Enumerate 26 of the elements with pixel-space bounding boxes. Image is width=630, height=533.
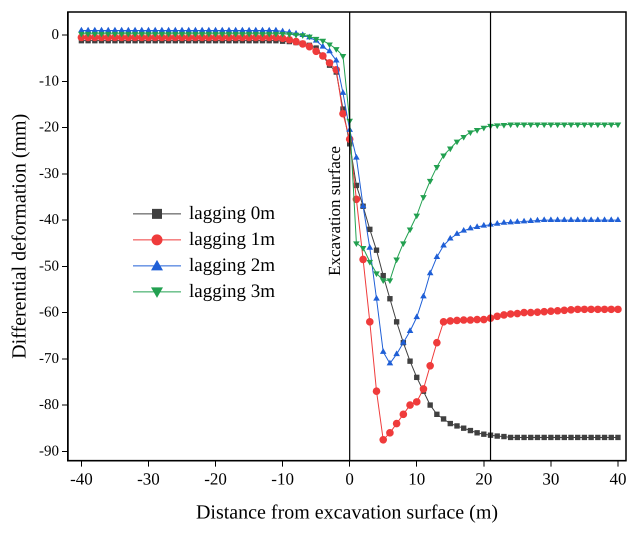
x-tick-label: 10	[408, 469, 426, 488]
y-axis-title: Differential deformation (mm)	[8, 114, 30, 359]
legend-label: lagging 2m	[188, 254, 276, 276]
y-tick-label: -40	[38, 212, 59, 228]
y-tick-label: -50	[38, 258, 59, 274]
y-tick-label: -30	[38, 166, 59, 182]
x-axis-title: Distance from excavation surface (m)	[196, 501, 498, 524]
y-tick-label: -10	[38, 73, 59, 90]
x-tick-label: -10	[271, 469, 294, 488]
x-tick-label: 0	[345, 469, 354, 488]
x-tick-label: -30	[137, 469, 160, 488]
y-tick-label: -70	[38, 350, 59, 367]
x-tick-label: -40	[70, 469, 93, 488]
legend-label: lagging 0m	[188, 202, 276, 224]
x-tick-label: 30	[542, 469, 560, 488]
legend-label: lagging 3m	[188, 280, 276, 302]
x-tick-label: -20	[204, 469, 227, 488]
y-tick-label: 0	[51, 27, 59, 44]
x-tick-label: 40	[609, 469, 626, 488]
y-tick-label: -90	[38, 443, 59, 460]
ref-line-label: Excavation surface	[325, 146, 344, 276]
y-tick-label: -60	[38, 304, 59, 321]
legend-label: lagging 1m	[188, 228, 276, 250]
y-tick-label: -80	[38, 397, 59, 414]
x-tick-label: 20	[475, 469, 492, 488]
y-tick-label: -20	[38, 120, 59, 136]
